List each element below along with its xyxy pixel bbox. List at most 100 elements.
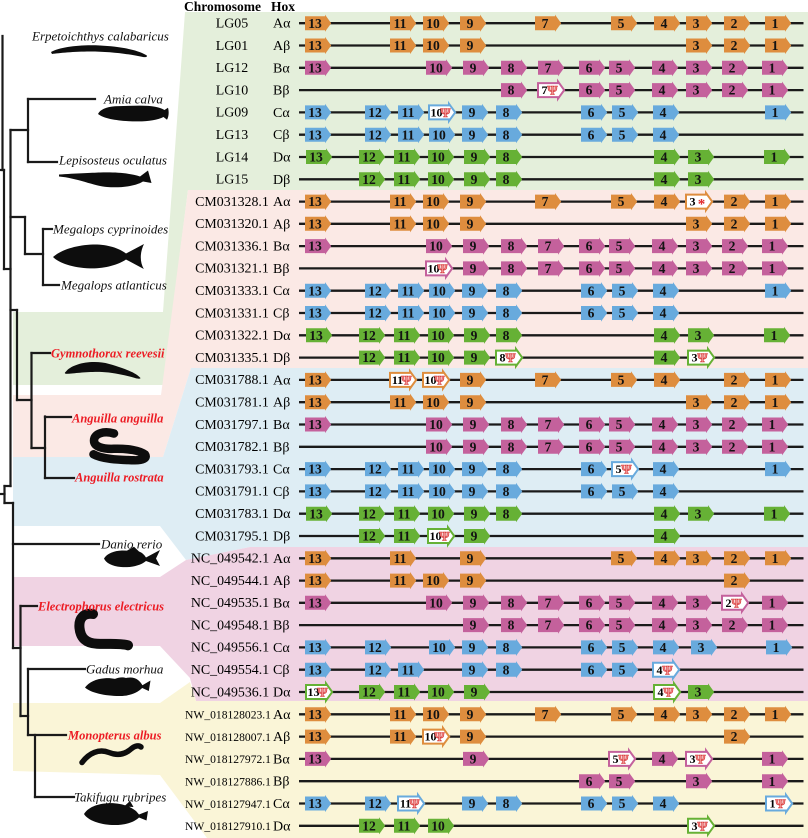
svg-text:11: 11 bbox=[394, 707, 407, 722]
svg-text:2: 2 bbox=[729, 239, 736, 254]
svg-text:CM031335.1: CM031335.1 bbox=[195, 351, 269, 366]
svg-text:CM031783.1: CM031783.1 bbox=[195, 507, 269, 522]
svg-text:1: 1 bbox=[769, 595, 776, 610]
svg-text:3: 3 bbox=[692, 819, 698, 833]
svg-text:NC_049536.1: NC_049536.1 bbox=[191, 685, 269, 700]
svg-text:9: 9 bbox=[470, 239, 477, 254]
svg-text:6: 6 bbox=[586, 83, 593, 98]
svg-text:1: 1 bbox=[772, 462, 779, 477]
svg-text:8: 8 bbox=[508, 60, 515, 75]
svg-text:2: 2 bbox=[731, 729, 738, 744]
svg-text:9: 9 bbox=[467, 16, 474, 31]
svg-text:Aα: Aα bbox=[273, 708, 291, 723]
svg-text:10: 10 bbox=[431, 328, 445, 343]
svg-text:8: 8 bbox=[503, 640, 510, 655]
svg-text:8: 8 bbox=[503, 506, 510, 521]
svg-text:5: 5 bbox=[618, 707, 625, 722]
svg-text:4: 4 bbox=[661, 373, 668, 388]
svg-text:11: 11 bbox=[398, 818, 411, 833]
svg-text:4: 4 bbox=[661, 172, 668, 187]
svg-text:4: 4 bbox=[659, 60, 666, 75]
svg-text:4: 4 bbox=[659, 239, 666, 254]
svg-text:Monopterus albus: Monopterus albus bbox=[67, 728, 162, 742]
svg-text:8: 8 bbox=[503, 172, 510, 187]
svg-text:6: 6 bbox=[586, 417, 593, 432]
svg-text:11: 11 bbox=[394, 573, 407, 588]
svg-text:9: 9 bbox=[470, 261, 477, 276]
svg-text:12: 12 bbox=[368, 662, 382, 677]
svg-text:13: 13 bbox=[308, 395, 322, 410]
svg-text:4: 4 bbox=[660, 306, 667, 321]
svg-text:10: 10 bbox=[431, 685, 445, 700]
svg-text:5: 5 bbox=[619, 127, 626, 142]
svg-text:9: 9 bbox=[469, 306, 476, 321]
svg-text:9: 9 bbox=[471, 685, 478, 700]
svg-text:8: 8 bbox=[503, 796, 510, 811]
svg-text:12: 12 bbox=[362, 818, 376, 833]
svg-text:7: 7 bbox=[542, 707, 549, 722]
svg-text:4: 4 bbox=[659, 752, 666, 767]
svg-text:Megalops atlanticus: Megalops atlanticus bbox=[60, 277, 167, 292]
svg-text:9: 9 bbox=[470, 752, 477, 767]
svg-text:12: 12 bbox=[368, 462, 382, 477]
svg-text:NW_018127972.1: NW_018127972.1 bbox=[185, 753, 271, 766]
svg-text:CM031788.1: CM031788.1 bbox=[195, 373, 269, 388]
svg-text:3: 3 bbox=[695, 172, 702, 187]
svg-text:9: 9 bbox=[469, 484, 476, 499]
svg-text:LG10: LG10 bbox=[216, 83, 248, 98]
svg-text:8: 8 bbox=[503, 462, 510, 477]
svg-text:LG01: LG01 bbox=[216, 39, 248, 54]
svg-text:12: 12 bbox=[368, 484, 382, 499]
svg-text:13: 13 bbox=[308, 685, 320, 699]
svg-text:2: 2 bbox=[729, 439, 736, 454]
svg-text:4: 4 bbox=[661, 150, 668, 165]
svg-text:4: 4 bbox=[661, 551, 668, 566]
svg-text:13: 13 bbox=[308, 373, 322, 388]
svg-text:12: 12 bbox=[368, 306, 382, 321]
svg-text:8: 8 bbox=[503, 662, 510, 677]
svg-text:1: 1 bbox=[771, 328, 778, 343]
svg-text:CM031791.1: CM031791.1 bbox=[195, 485, 269, 500]
svg-text:12: 12 bbox=[368, 127, 382, 142]
svg-text:9: 9 bbox=[467, 216, 474, 231]
svg-text:9: 9 bbox=[471, 172, 478, 187]
svg-text:Gymnothorax reevesii: Gymnothorax reevesii bbox=[51, 346, 165, 360]
svg-text:10: 10 bbox=[426, 16, 440, 31]
svg-text:9: 9 bbox=[469, 127, 476, 142]
svg-text:Chromosome: Chromosome bbox=[184, 0, 261, 14]
svg-text:5: 5 bbox=[616, 618, 623, 633]
svg-text:Bα: Bα bbox=[273, 418, 290, 433]
svg-text:10: 10 bbox=[426, 216, 440, 231]
svg-text:Takifugu rubripes: Takifugu rubripes bbox=[74, 789, 166, 804]
svg-text:6: 6 bbox=[588, 662, 595, 677]
svg-text:CM031331.1: CM031331.1 bbox=[195, 306, 269, 321]
svg-text:Dα: Dα bbox=[273, 151, 291, 166]
svg-text:Dα: Dα bbox=[273, 507, 291, 522]
svg-text:8: 8 bbox=[508, 83, 515, 98]
svg-text:CM031322.1: CM031322.1 bbox=[195, 329, 269, 344]
svg-text:11: 11 bbox=[398, 150, 411, 165]
svg-text:NC_049542.1: NC_049542.1 bbox=[191, 552, 269, 567]
svg-text:10: 10 bbox=[426, 38, 440, 53]
svg-text:12: 12 bbox=[368, 640, 382, 655]
svg-text:NW_018128023.1: NW_018128023.1 bbox=[185, 709, 271, 722]
svg-text:NC_049556.1: NC_049556.1 bbox=[191, 641, 269, 656]
svg-text:4: 4 bbox=[660, 105, 667, 120]
svg-text:12: 12 bbox=[368, 283, 382, 298]
svg-text:13: 13 bbox=[308, 417, 322, 432]
svg-text:Cβ: Cβ bbox=[273, 663, 289, 678]
svg-text:11: 11 bbox=[394, 194, 407, 209]
svg-text:2: 2 bbox=[731, 707, 738, 722]
svg-text:12: 12 bbox=[362, 685, 376, 700]
svg-text:4: 4 bbox=[661, 194, 668, 209]
svg-text:3: 3 bbox=[693, 395, 700, 410]
svg-text:Dβ: Dβ bbox=[273, 173, 290, 188]
svg-text:Bα: Bα bbox=[273, 596, 290, 611]
svg-text:1: 1 bbox=[769, 752, 776, 767]
svg-text:11: 11 bbox=[398, 506, 411, 521]
svg-text:11: 11 bbox=[394, 551, 407, 566]
svg-text:10: 10 bbox=[426, 707, 440, 722]
svg-text:9: 9 bbox=[467, 551, 474, 566]
svg-text:2: 2 bbox=[731, 16, 738, 31]
svg-text:Ψ: Ψ bbox=[437, 261, 448, 276]
